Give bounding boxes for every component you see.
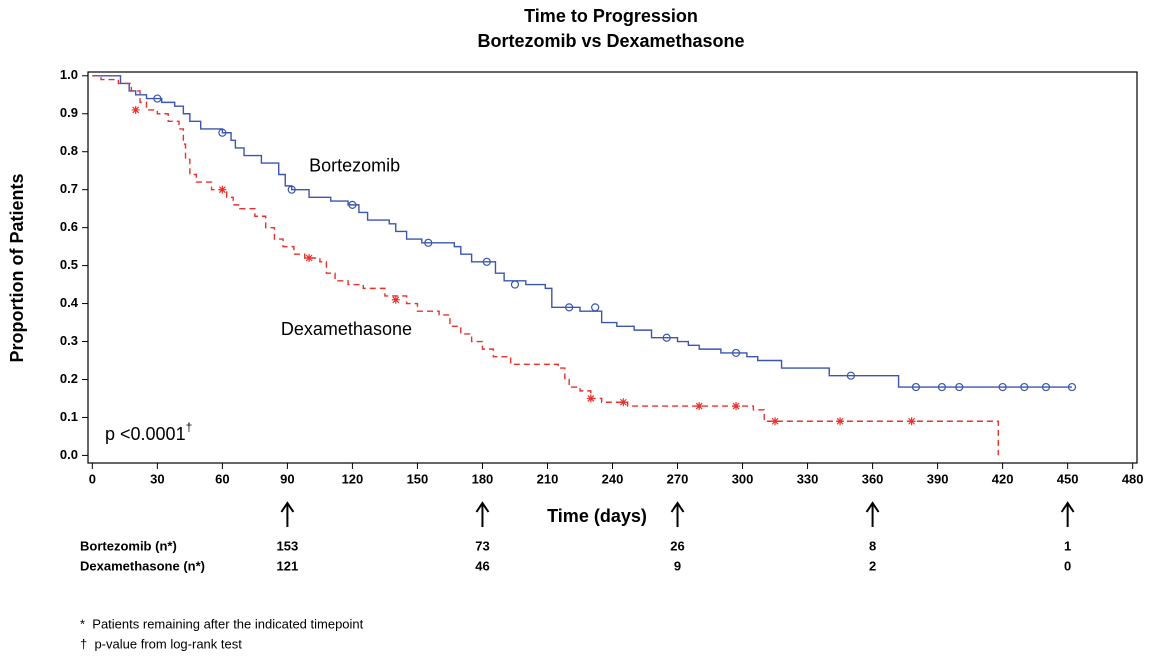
chart-title: Time to Progression	[524, 6, 698, 26]
y-tick-label: 0.7	[60, 181, 78, 196]
censor-marker	[836, 417, 845, 426]
censor-marker	[510, 280, 520, 289]
timepoint-arrow	[280, 501, 295, 527]
x-tick-label: 120	[342, 471, 364, 486]
x-tick-label: 150	[407, 471, 429, 486]
chart-subtitle: Bortezomib vs Dexamethasone	[477, 31, 744, 51]
at-risk-label: Dexamethasone (n*)	[80, 558, 205, 573]
x-tick-label: 420	[992, 471, 1014, 486]
survival-curve	[92, 75, 1072, 388]
x-tick-label: 480	[1122, 471, 1144, 486]
censor-marker	[565, 303, 574, 312]
censor-marker	[591, 303, 600, 312]
plot-frame	[87, 71, 1138, 464]
y-tick-label: 0.2	[60, 371, 78, 386]
x-tick-label: 450	[1057, 471, 1079, 486]
series-label: Bortezomib	[309, 156, 400, 176]
at-risk-count: 1	[1064, 538, 1071, 553]
x-tick-label: 210	[537, 471, 559, 486]
censor-marker	[1067, 382, 1077, 392]
censor-marker	[1020, 382, 1029, 392]
censor-marker	[305, 254, 314, 263]
censor-marker	[771, 417, 780, 426]
censor-marker	[586, 394, 595, 403]
censor-marker	[391, 295, 400, 304]
x-axis-label: Time (days)	[547, 506, 647, 526]
at-risk-count: 73	[475, 538, 489, 553]
censor-marker	[424, 238, 433, 247]
censor-marker	[731, 348, 741, 358]
y-tick-label: 0.4	[60, 295, 79, 310]
x-tick-label: 360	[862, 471, 884, 486]
y-tick-label: 0.6	[60, 219, 78, 234]
x-tick-label: 330	[797, 471, 819, 486]
x-tick-label: 390	[927, 471, 949, 486]
censor-marker	[153, 94, 162, 103]
censor-marker	[1041, 382, 1051, 392]
censor-marker	[218, 128, 227, 137]
at-risk-count: 121	[277, 558, 299, 573]
at-risk-count: 9	[674, 558, 681, 573]
censor-marker	[218, 185, 227, 194]
censor-marker	[287, 185, 296, 194]
survival-curve	[92, 75, 999, 456]
y-tick-label: 0.0	[60, 447, 78, 462]
at-risk-count: 0	[1064, 558, 1071, 573]
at-risk-label: Bortezomib (n*)	[80, 538, 177, 553]
censor-marker	[907, 417, 916, 426]
x-tick-label: 30	[150, 471, 164, 486]
y-tick-label: 0.3	[60, 333, 78, 348]
x-tick-label: 0	[89, 471, 96, 486]
censor-marker	[348, 200, 357, 209]
at-risk-count: 2	[869, 558, 876, 573]
p-value-text: p <0.0001	[105, 424, 186, 444]
censor-marker	[955, 382, 964, 392]
x-tick-label: 90	[280, 471, 294, 486]
y-tick-label: 1.0	[60, 67, 78, 82]
censor-marker	[662, 333, 671, 342]
timepoint-arrow	[475, 501, 490, 527]
footnote: * Patients remaining after the indicated…	[80, 616, 364, 631]
y-tick-label: 0.9	[60, 105, 78, 120]
footnote: † p-value from log-rank test	[80, 636, 242, 651]
censor-marker	[911, 382, 921, 392]
x-tick-label: 60	[215, 471, 229, 486]
timepoint-arrow	[1060, 501, 1075, 527]
y-axis-label: Proportion of Patients	[7, 174, 27, 363]
censor-marker	[937, 382, 947, 392]
x-tick-label: 240	[602, 471, 624, 486]
censor-marker	[695, 402, 704, 411]
p-value-mark: †	[186, 420, 193, 434]
censor-marker	[619, 398, 628, 407]
y-tick-label: 0.5	[60, 257, 78, 272]
y-tick-label: 0.1	[60, 409, 78, 424]
p-value: p <0.0001†	[105, 420, 192, 444]
at-risk-count: 8	[869, 538, 876, 553]
series-label: Dexamethasone	[281, 319, 412, 339]
timepoint-arrow	[670, 501, 685, 527]
censor-marker	[732, 402, 741, 411]
y-tick-label: 0.8	[60, 143, 78, 158]
timepoint-arrow	[865, 501, 880, 527]
at-risk-count: 153	[277, 538, 299, 553]
censor-marker	[482, 257, 491, 266]
x-tick-label: 300	[732, 471, 754, 486]
at-risk-count: 26	[670, 538, 684, 553]
x-tick-label: 270	[667, 471, 689, 486]
censor-marker	[846, 371, 856, 380]
x-tick-label: 180	[472, 471, 494, 486]
censor-marker	[998, 382, 1007, 392]
at-risk-count: 46	[475, 558, 489, 573]
censor-marker	[131, 105, 140, 114]
